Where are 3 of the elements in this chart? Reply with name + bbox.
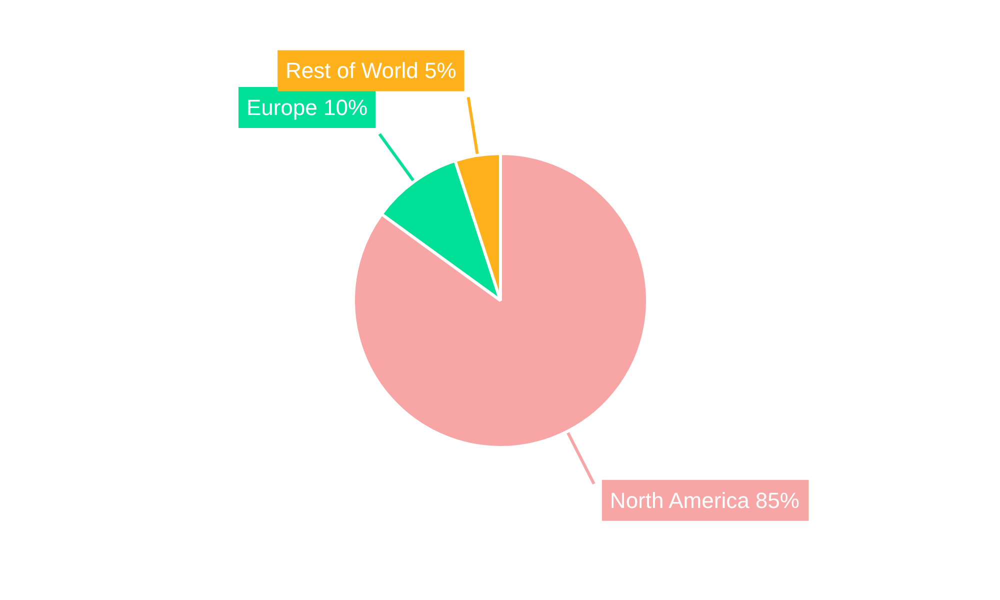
slice-label: Europe 10% <box>246 95 368 120</box>
slice-label: Rest of World 5% <box>286 58 456 84</box>
slice-label: North America 85% <box>610 488 800 513</box>
